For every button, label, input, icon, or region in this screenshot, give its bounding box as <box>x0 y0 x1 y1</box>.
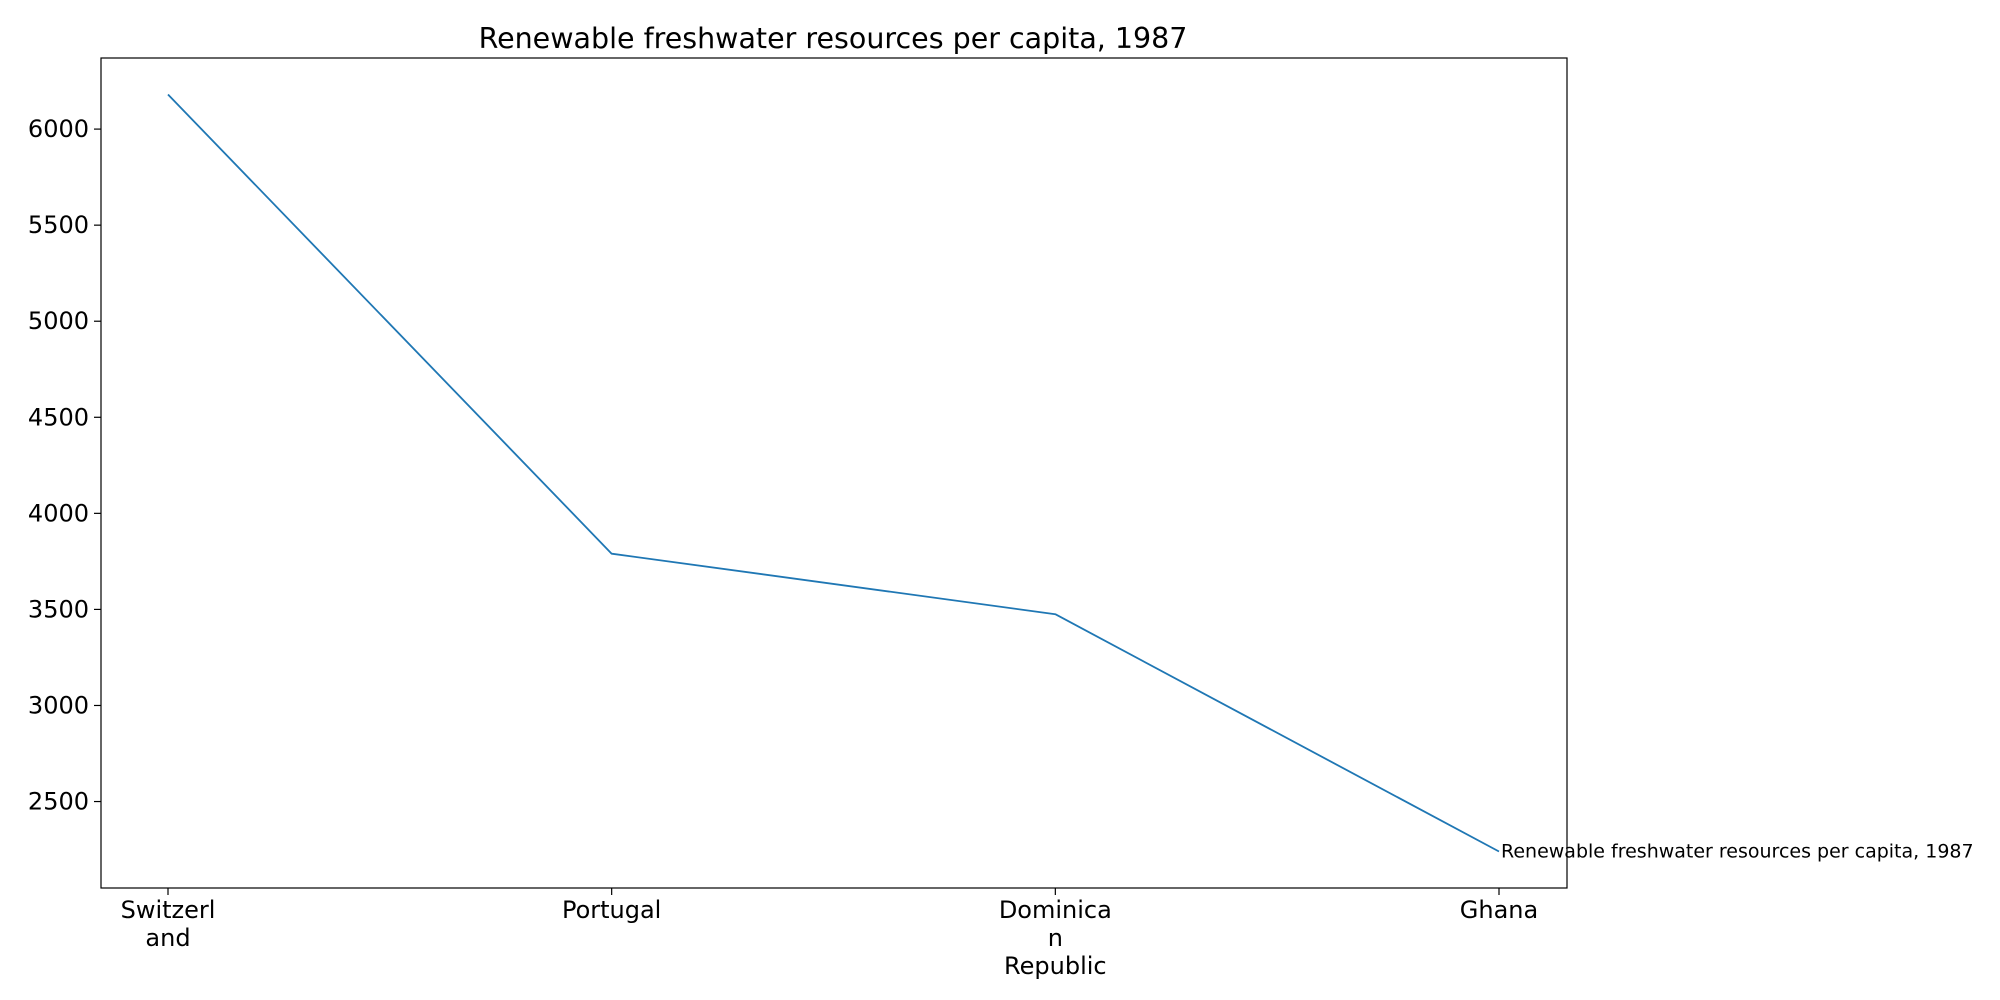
y-tick-label: 4000 <box>28 499 89 527</box>
x-tick-label: Republic <box>1004 952 1107 980</box>
y-tick-label: 3000 <box>28 691 89 719</box>
x-tick-label: Dominica <box>999 896 1112 924</box>
y-axis: 2500 3000 3500 4000 4500 5000 5500 6000 <box>28 115 101 816</box>
y-tick-label: 2500 <box>28 788 89 816</box>
x-tick-label: n <box>1048 924 1063 952</box>
series-layer: Renewable freshwater resources per capit… <box>167 93 1974 862</box>
y-tick-label: 5500 <box>28 211 89 239</box>
chart-title: Renewable freshwater resources per capit… <box>479 22 1188 55</box>
x-tick-label: Switzerl <box>121 896 216 924</box>
series-end-label: Renewable freshwater resources per capit… <box>1501 840 1974 862</box>
x-tick-label: Portugal <box>562 896 661 924</box>
y-tick-label: 5000 <box>28 307 89 335</box>
series-line <box>167 93 1500 853</box>
plot-area <box>100 57 1568 889</box>
x-tick-label: and <box>145 924 190 952</box>
x-tick-label: Ghana <box>1460 896 1538 924</box>
y-tick-label: 4500 <box>28 403 89 431</box>
y-tick-label: 3500 <box>28 595 89 623</box>
y-tick-label: 6000 <box>28 115 89 143</box>
